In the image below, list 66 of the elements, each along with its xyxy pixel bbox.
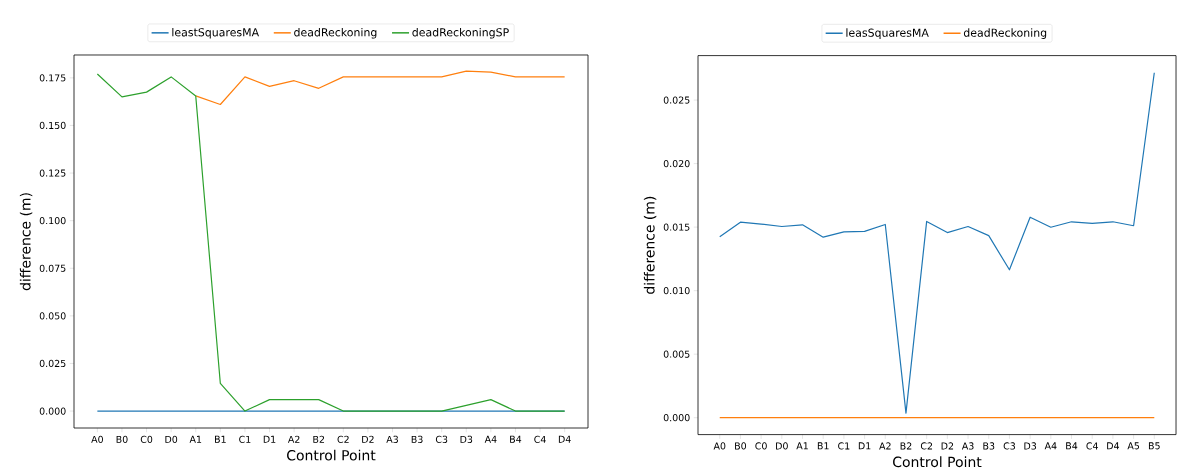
x-tick-label: C1	[838, 442, 850, 450]
y-tick-label: 0.175	[39, 74, 66, 82]
x-tick-label: A0	[713, 442, 726, 450]
x-tick-label: A4	[1044, 442, 1057, 450]
x-tick-label: C3	[1003, 442, 1015, 450]
y-tick-label: 0.005	[663, 350, 690, 358]
x-tick-label: D0	[165, 435, 178, 443]
x-tick-label: D4	[558, 435, 571, 443]
x-tick-label: B4	[510, 435, 522, 443]
x-tick-label: D1	[858, 442, 871, 450]
y-tick-label: 0.000	[39, 407, 66, 415]
x-tick-label: B0	[735, 442, 747, 450]
y-tick-label: 0.150	[39, 121, 66, 130]
legend-label: deadReckoning	[294, 27, 377, 39]
x-axis-title: Control Point	[287, 449, 376, 461]
x-tick-label: D4	[1107, 442, 1120, 450]
y-tick-label: 0.010	[663, 287, 690, 295]
x-tick-label: D2	[941, 442, 954, 450]
x-tick-label: D3	[1024, 442, 1037, 450]
y-tick-label: 0.015	[663, 223, 690, 231]
x-tick-label: A2	[879, 442, 891, 450]
line-series	[719, 72, 1155, 414]
x-tick-label: D0	[776, 442, 788, 450]
x-axis-title: Control Point	[893, 456, 982, 468]
x-tick-label: D3	[460, 435, 473, 443]
x-tick-label: B1	[817, 442, 829, 450]
x-tick-label: A4	[484, 435, 497, 443]
x-tick-label: A0	[91, 435, 103, 443]
x-tick-label: A3	[386, 435, 398, 443]
legend-label: leastSquaresMA	[172, 27, 260, 39]
y-tick-label: 0.050	[39, 312, 66, 320]
x-tick-label: A1	[189, 435, 202, 443]
x-tick-label: A1	[796, 442, 808, 450]
legend-label: deadReckoning	[963, 28, 1047, 39]
legend-label: deadReckoningSP	[412, 27, 509, 39]
x-tick-label: C0	[140, 435, 153, 443]
x-tick-label: B2	[313, 435, 325, 443]
x-tick-label: D2	[362, 435, 374, 443]
y-tick-label: 0.025	[39, 359, 66, 368]
y-tick-label: 0.025	[663, 96, 690, 104]
x-tick-label: B2	[900, 442, 912, 450]
x-tick-label: C4	[1086, 442, 1098, 450]
x-tick-label: B5	[1148, 442, 1160, 450]
y-tick-label: 0.000	[663, 414, 690, 422]
x-tick-label: C3	[435, 435, 448, 443]
x-tick-label: B3	[411, 435, 423, 443]
x-tick-label: C2	[920, 442, 933, 450]
y-tick-label: 0.020	[663, 160, 690, 168]
x-tick-label: C2	[337, 435, 349, 443]
x-tick-label: C4	[534, 435, 546, 443]
x-tick-label: B1	[215, 435, 226, 443]
x-tick-label: C0	[755, 442, 767, 450]
x-tick-label: A5	[1127, 442, 1140, 450]
y-axis-title: difference (m)	[19, 193, 33, 291]
y-tick-label: 0.075	[39, 264, 66, 272]
y-axis-title: difference (m)	[643, 196, 657, 294]
legend-label: leasSquaresMA	[846, 28, 929, 39]
x-tick-label: B4	[1066, 442, 1078, 450]
x-tick-label: C1	[239, 435, 251, 443]
x-tick-label: A3	[961, 442, 974, 450]
x-tick-label: B0	[116, 435, 128, 443]
y-tick-label: 0.100	[39, 217, 66, 225]
x-tick-label: D1	[263, 435, 276, 443]
y-tick-label: 0.125	[39, 169, 66, 177]
x-tick-label: A2	[287, 435, 300, 443]
x-tick-label: B3	[983, 442, 995, 450]
